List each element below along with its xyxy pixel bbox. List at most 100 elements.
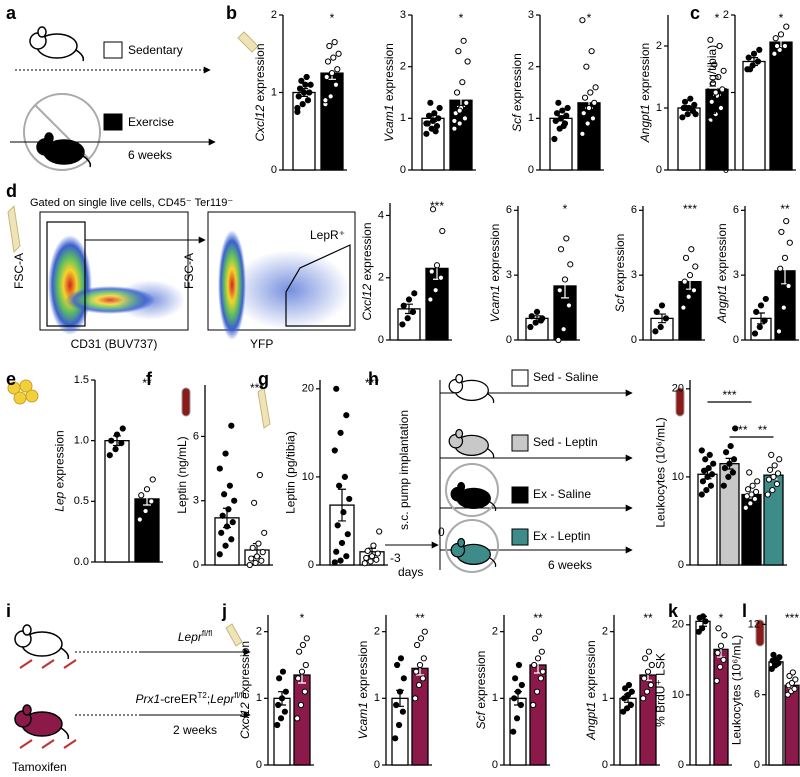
- chart: 0 1 2 Scf expression **: [474, 611, 550, 771]
- significance-label: *: [719, 611, 724, 625]
- data-point: [773, 661, 780, 668]
- y-tick-label: 0: [631, 334, 637, 346]
- data-point: [405, 296, 413, 303]
- y-axis-label: Lep expression: [53, 430, 67, 511]
- label-part: Lep: [53, 491, 67, 511]
- data-point: [561, 276, 569, 283]
- data-point: [792, 676, 799, 683]
- significance-label: *: [715, 11, 720, 25]
- axis-label: FSC-A: [12, 253, 26, 289]
- data-point: [580, 110, 587, 117]
- panel-label: j: [221, 601, 227, 621]
- data-point: [363, 554, 370, 562]
- data-point: [770, 651, 777, 658]
- data-point: [699, 625, 706, 632]
- data-point: [432, 287, 439, 294]
- data-point: [742, 504, 749, 511]
- bar: [768, 661, 784, 766]
- chart: 0.0 0.5 1.0 1.5 Lep expression **: [53, 374, 163, 568]
- y-tick-label: 3: [528, 9, 534, 21]
- axis-label: YFP: [250, 337, 273, 351]
- label-part: -creER: [160, 692, 198, 706]
- panel-label: l: [742, 601, 747, 621]
- fat-icon: [7, 379, 39, 405]
- data-point: [327, 93, 334, 100]
- data-point: [528, 313, 535, 320]
- density-cloud: [115, 280, 185, 320]
- tube-icon: [755, 619, 765, 647]
- data-point: [707, 482, 715, 489]
- data-point: [463, 99, 470, 106]
- data-point: [711, 61, 718, 68]
- y-tick-label: 1: [602, 692, 608, 704]
- error-bar: [338, 488, 346, 522]
- data-point: [707, 117, 714, 124]
- legend-swatch: [511, 369, 529, 387]
- y-axis-label: Scf expression: [474, 651, 488, 730]
- data-point: [780, 304, 787, 311]
- data-point: [338, 539, 346, 547]
- label-part: Cxcl12: [360, 284, 374, 321]
- y-tick-label: 1: [400, 112, 406, 124]
- error-bar: [143, 492, 151, 506]
- data-point: [729, 469, 737, 476]
- data-point: [459, 79, 466, 86]
- data-point: [774, 470, 782, 477]
- data-point: [374, 550, 381, 557]
- significance-label: **: [415, 611, 425, 625]
- data-point: [148, 498, 155, 505]
- data-point: [776, 456, 783, 463]
- mouse-icon: [450, 481, 497, 512]
- data-point: [699, 478, 707, 485]
- label-part: CXCL12 (ng/tibia): [705, 45, 719, 140]
- data-point: [591, 99, 598, 106]
- drug-label: Tamoxifen: [12, 760, 67, 774]
- y-axis-label: Vcam1 expression: [382, 43, 396, 142]
- panel-label: a: [6, 3, 17, 23]
- data-point: [343, 553, 350, 560]
- data-point: [222, 542, 229, 549]
- label-part: Angpt1: [584, 702, 598, 741]
- data-point: [216, 465, 223, 472]
- bar: [104, 440, 130, 563]
- data-point: [769, 487, 776, 494]
- y-tick-label: 0: [193, 559, 199, 571]
- data-point: [627, 701, 634, 709]
- data-point: [334, 522, 341, 529]
- data-point: [395, 721, 403, 729]
- y-tick-label: 2: [271, 9, 277, 21]
- y-tick-label: 1: [656, 102, 662, 114]
- chart: 0 1 2 Cxcl12 expression *: [238, 611, 314, 771]
- y-axis-label: Vcam1 expression: [488, 224, 502, 323]
- data-point: [340, 509, 347, 516]
- data-point: [344, 531, 351, 538]
- significance-label: **: [142, 376, 152, 390]
- data-point: [772, 35, 779, 42]
- data-point: [331, 559, 338, 566]
- data-point: [579, 130, 586, 137]
- y-tick-label: 0: [678, 559, 684, 571]
- data-point: [295, 93, 302, 100]
- data-point: [453, 89, 461, 96]
- data-point: [429, 117, 437, 125]
- data-point: [436, 104, 443, 112]
- data-point: [461, 115, 469, 122]
- label-part: expression: [715, 223, 729, 284]
- data-point: [533, 688, 541, 695]
- data-point: [298, 77, 305, 84]
- data-point: [752, 488, 760, 495]
- data-point: [531, 661, 538, 669]
- data-point: [715, 625, 722, 632]
- data-point: [533, 308, 541, 316]
- chart: 0 3 6 Angpt1 expression **: [715, 202, 799, 346]
- data-point: [251, 499, 258, 506]
- data-point: [231, 497, 238, 504]
- data-point: [335, 50, 342, 57]
- data-point: [143, 486, 151, 493]
- data-point: [274, 721, 281, 729]
- data-point: [256, 471, 263, 479]
- data-point: [746, 66, 754, 73]
- label-part: Vcam1: [382, 105, 396, 142]
- data-point: [246, 561, 253, 569]
- data-point: [304, 97, 312, 104]
